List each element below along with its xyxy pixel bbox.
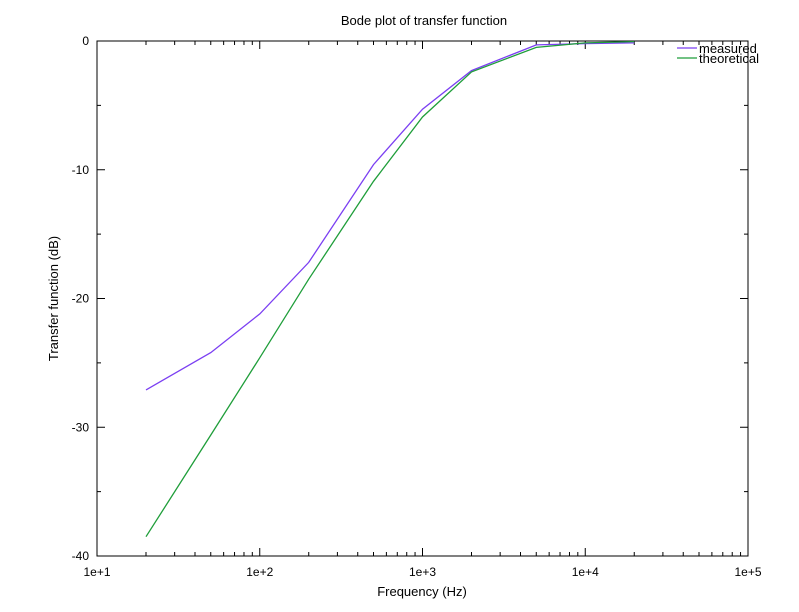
plot-frame <box>96 40 749 557</box>
legend-label-measured: measured <box>699 41 757 56</box>
y-tick-label: -10 <box>72 163 90 177</box>
axis-ticks: 1e+1 1e+2 1e+3 1e+4 1e+5 0 -10 -20 -30 -40 <box>72 34 762 579</box>
x-tick-label: 1e+3 <box>409 565 436 579</box>
y-tick-label: -20 <box>72 292 90 306</box>
legend-label-theoretical: theoretical <box>699 51 759 66</box>
y-axis-label: Transfer function (dB) <box>46 236 61 361</box>
x-tick-label: 1e+2 <box>246 565 273 579</box>
x-axis-label: Frequency (Hz) <box>377 584 467 599</box>
series-line-theoretical <box>145 40 635 538</box>
x-tick-label: 1e+5 <box>734 565 761 579</box>
y-tick-label: -40 <box>72 549 90 563</box>
y-tick-label: -30 <box>72 420 90 434</box>
x-tick-label: 1e+4 <box>572 565 599 579</box>
series-lines <box>145 40 635 538</box>
x-tick-label: 1e+1 <box>83 565 110 579</box>
chart-title: Bode plot of transfer function <box>341 13 507 28</box>
y-tick-label: 0 <box>82 34 89 48</box>
series-line-measured <box>145 42 635 391</box>
